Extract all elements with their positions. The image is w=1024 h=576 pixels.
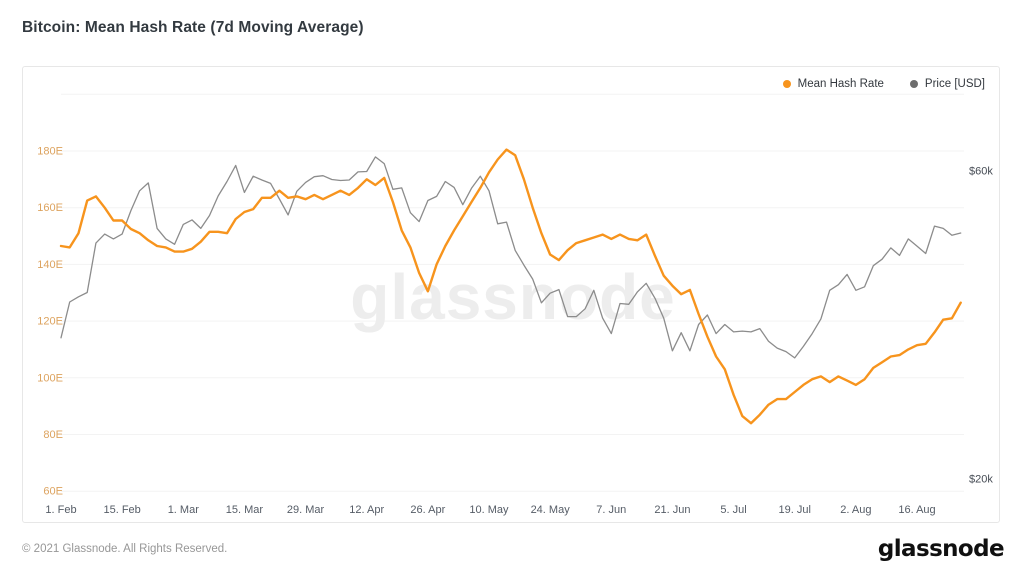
footer: © 2021 Glassnode. All Rights Reserved. g… [0, 536, 1024, 576]
svg-text:1. Feb: 1. Feb [45, 504, 76, 516]
svg-text:29. Mar: 29. Mar [287, 504, 325, 516]
grid-lines [61, 93, 964, 492]
glassnode-logo: glassnode [877, 536, 1005, 562]
svg-text:100E: 100E [37, 372, 63, 384]
hash-rate-dot-icon [782, 80, 791, 88]
svg-text:16. Aug: 16. Aug [898, 504, 935, 516]
svg-text:15. Mar: 15. Mar [226, 504, 264, 516]
svg-text:19. Jul: 19. Jul [779, 504, 811, 516]
hash-rate-line [59, 148, 962, 425]
svg-text:180E: 180E [37, 146, 63, 158]
chart-plot[interactable]: glassnode60E80E100E120E140E160E180E$20k$… [23, 67, 999, 522]
svg-text:5. Jul: 5. Jul [720, 504, 746, 516]
svg-text:7. Jun: 7. Jun [596, 504, 626, 516]
price-dot-icon [909, 80, 918, 88]
svg-text:1. Mar: 1. Mar [168, 504, 200, 516]
svg-text:$60k: $60k [969, 166, 993, 178]
svg-text:140E: 140E [37, 259, 63, 271]
svg-text:26. Apr: 26. Apr [410, 504, 445, 516]
svg-text:80E: 80E [43, 429, 63, 441]
svg-text:2. Aug: 2. Aug [840, 504, 871, 516]
y-axis-left-labels: 60E 80E 100E 120E 140E 160E 180E [37, 146, 63, 498]
chart-legend: Mean Hash Rate Price [USD] [782, 78, 985, 90]
svg-text:10. May: 10. May [469, 504, 509, 516]
svg-text:15. Feb: 15. Feb [103, 504, 140, 516]
y-axis-right-labels: $20k $60k [969, 166, 993, 486]
svg-text:$20k: $20k [969, 474, 993, 486]
x-axis-labels: 1. Feb 15. Feb 1. Mar 15. Mar 29. Mar 12. Apr… [45, 504, 935, 516]
svg-text:60E: 60E [43, 486, 63, 498]
price-line [60, 156, 962, 359]
footer-copyright: © 2021 Glassnode. All Rights Reserved. [22, 543, 228, 555]
svg-text:120E: 120E [37, 316, 63, 328]
legend-item-hash-rate[interactable]: Mean Hash Rate [782, 78, 884, 90]
svg-text:160E: 160E [37, 202, 63, 214]
legend-item-label: Mean Hash Rate [797, 78, 884, 90]
chart-panel: Mean Hash Rate Price [USD] glassnode 60E 8… [22, 66, 1000, 523]
page-title: Bitcoin: Mean Hash Rate (7d Moving Avera… [22, 19, 364, 36]
svg-text:24. May: 24. May [531, 504, 571, 516]
legend-item-label: Price [USD] [924, 78, 985, 90]
legend-item-price[interactable]: Price [USD] [909, 78, 985, 90]
svg-text:21. Jun: 21. Jun [654, 504, 690, 516]
svg-text:12. Apr: 12. Apr [349, 504, 384, 516]
glassnode-watermark: glassnode [350, 261, 676, 333]
